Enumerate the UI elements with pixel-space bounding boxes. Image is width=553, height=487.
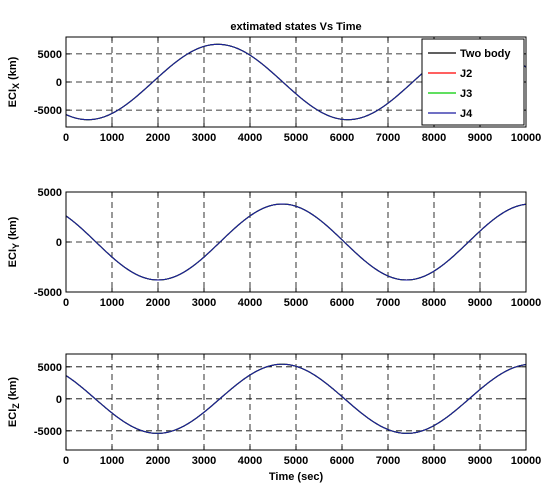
chart-panel-2: 0 1000 2000 3000 4000 5000 6000 7000 8000 9000 100… xyxy=(7,187,541,309)
legend: Two body J2 J3 J4 xyxy=(421,38,525,126)
x-tick-label: 5000 xyxy=(284,297,308,309)
x-tick-label: 10000 xyxy=(511,132,542,144)
x-tick-label: 7000 xyxy=(376,132,400,144)
x-tick-label: 6000 xyxy=(330,132,354,144)
x-tick-label: 0 xyxy=(63,455,69,467)
x-tick-label: 7000 xyxy=(376,297,400,309)
x-tick-label: 2000 xyxy=(146,132,170,144)
y-tick-label: -5000 xyxy=(34,105,62,117)
x-tick-label: 0 xyxy=(63,132,69,144)
x-tick-label: 5000 xyxy=(284,455,308,467)
y-tick-label: 5000 xyxy=(38,362,62,374)
y-tick-label: -5000 xyxy=(34,426,62,438)
x-tick-label: 4000 xyxy=(238,297,262,309)
x-tick-label: 7000 xyxy=(376,455,400,467)
legend-label-3: J3 xyxy=(460,88,472,100)
legend-label-2: J2 xyxy=(460,68,472,80)
chart-panel-3: 0 1000 2000 3000 4000 5000 6000 7000 8000 9000 100… xyxy=(7,353,542,483)
x-axis-label: Time (sec) xyxy=(269,471,324,483)
x-tick-label: 1000 xyxy=(100,455,124,467)
chart-panel-1: 0 1000 2000 3000 4000 5000 6000 7000 8000 9000 100… xyxy=(7,21,541,144)
y-axis-label: ECIZ (km) xyxy=(7,377,21,427)
y-tick-label: 0 xyxy=(56,237,62,249)
x-tick-label: 6000 xyxy=(330,455,354,467)
y-tick-label: 5000 xyxy=(38,187,62,199)
x-tick-label: 3000 xyxy=(192,132,216,144)
x-tick-label: 0 xyxy=(63,297,69,309)
series-line-4 xyxy=(65,363,527,434)
x-tick-label: 2000 xyxy=(146,297,170,309)
y-axis-label: ECIY (km) xyxy=(7,216,21,267)
x-tick-label: 5000 xyxy=(284,132,308,144)
legend-label-1: Two body xyxy=(460,48,511,60)
y-tick-label: 0 xyxy=(56,394,62,406)
chart-title: extimated states Vs Time xyxy=(230,21,361,33)
x-tick-label: 1000 xyxy=(100,297,124,309)
x-tick-label: 9000 xyxy=(468,455,492,467)
y-tick-label: 5000 xyxy=(38,49,62,61)
x-tick-label: 8000 xyxy=(422,297,446,309)
x-tick-label: 3000 xyxy=(192,455,216,467)
x-tick-label: 3000 xyxy=(192,297,216,309)
series-line-4 xyxy=(65,203,527,281)
y-tick-label: 0 xyxy=(56,77,62,89)
x-tick-label: 2000 xyxy=(146,455,170,467)
x-tick-label: 9000 xyxy=(468,132,492,144)
x-tick-label: 6000 xyxy=(330,297,354,309)
x-tick-label: 8000 xyxy=(422,132,446,144)
x-tick-label: 10000 xyxy=(511,455,542,467)
x-tick-label: 9000 xyxy=(468,297,492,309)
legend-label-4: J4 xyxy=(460,108,473,120)
y-axis-label: ECIX (km) xyxy=(7,56,21,107)
x-tick-label: 10000 xyxy=(511,297,542,309)
x-tick-label: 4000 xyxy=(238,455,262,467)
x-tick-label: 4000 xyxy=(238,132,262,144)
x-tick-label: 1000 xyxy=(100,132,124,144)
x-tick-label: 8000 xyxy=(422,455,446,467)
y-tick-label: -5000 xyxy=(34,287,62,299)
